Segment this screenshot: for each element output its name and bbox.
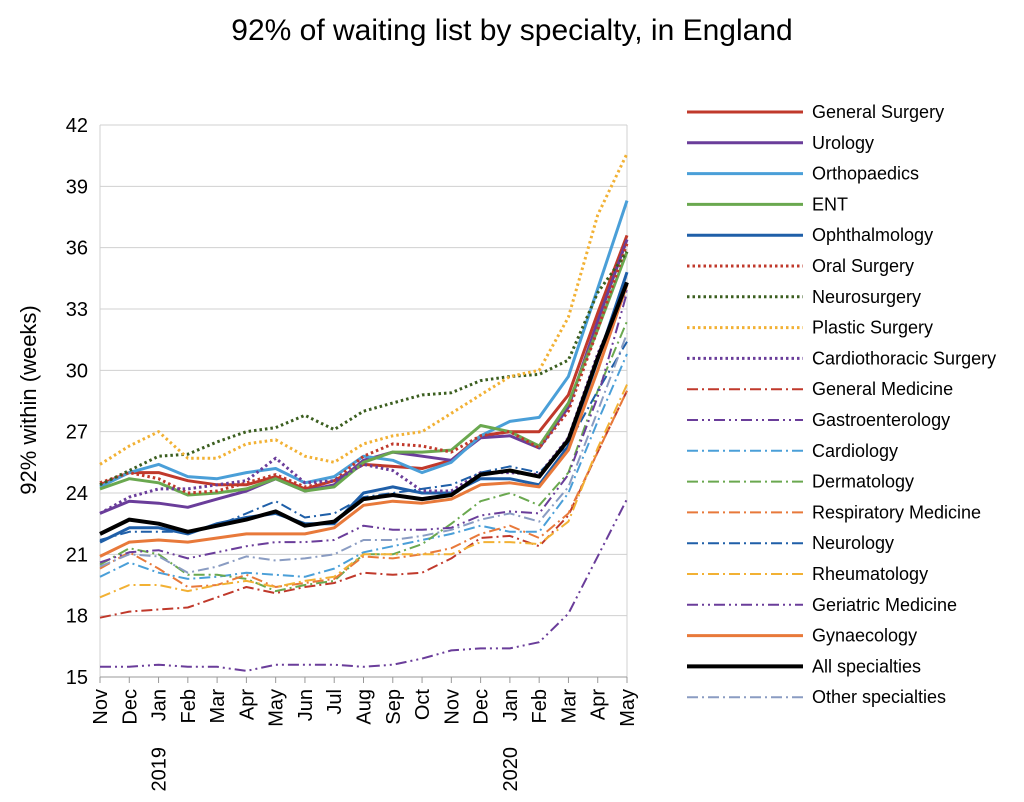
x-tick-label: Oct [412, 689, 434, 721]
series-line-general-medicine [99, 390, 628, 619]
y-tick-label: 30 [66, 360, 88, 382]
series-line-plastic-surgery [99, 152, 629, 466]
legend-label-all-specialties: All specialties [812, 656, 921, 676]
x-tick-label: Feb [529, 689, 551, 723]
y-tick-label: 39 [66, 176, 88, 198]
x-tick-label: Apr [588, 689, 610, 720]
legend-label-ophthalmology: Ophthalmology [812, 225, 933, 245]
x-tick-label: Nov [441, 689, 463, 725]
y-tick-label: 15 [66, 667, 88, 689]
series-line-ent [99, 251, 629, 497]
x-tick-label: Jan [500, 689, 522, 721]
y-tick-label: 33 [66, 299, 88, 321]
y-tick-label: 36 [66, 238, 88, 260]
legend-label-gastroenterology: Gastroenterology [812, 410, 950, 430]
x-tick-label: Jul [324, 689, 346, 715]
legend-label-oral-surgery: Oral Surgery [812, 256, 914, 276]
legend-label-gynaecology: Gynaecology [812, 626, 917, 646]
legend-label-dermatology: Dermatology [812, 472, 914, 492]
x-tick-label: May [266, 689, 288, 727]
legend-label-orthopaedics: Orthopaedics [812, 164, 919, 184]
legend-label-cardiothoracic-surgery: Cardiothoracic Surgery [812, 348, 996, 368]
y-tick-label: 42 [66, 115, 88, 137]
x-tick-label: Nov [90, 689, 112, 725]
legend-label-rheumatology: Rheumatology [812, 564, 928, 584]
legend-label-neurology: Neurology [812, 533, 894, 553]
x-tick-label: Jun [295, 689, 317, 721]
gridlines [99, 124, 628, 678]
series-line-gastroenterology [100, 498, 628, 672]
legend-label-neurosurgery: Neurosurgery [812, 287, 921, 307]
series-line-other-specialties [99, 333, 628, 574]
x-tick-label: May [617, 689, 639, 727]
x-tick-label: Sep [383, 689, 405, 725]
series-line-cardiology [99, 353, 628, 580]
legend: General Surgery Urology Orthopaedics ENT Oph… [687, 102, 996, 707]
series-line-neurosurgery [99, 250, 629, 487]
series-line-geriatric-medicine [99, 292, 628, 564]
x-year-label: 2019 [149, 747, 171, 792]
series-line-general-surgery [99, 234, 629, 491]
series-line-gynaecology [99, 284, 629, 558]
x-tick-label: Dec [471, 689, 493, 725]
y-tick-label: 18 [66, 606, 88, 628]
legend-label-plastic-surgery: Plastic Surgery [812, 318, 933, 338]
y-tick-label: 21 [66, 544, 88, 566]
series-line-respiratory-medicine [99, 390, 628, 588]
y-axis-ticks: 15 18 21 24 27 30 33 36 39 42 [66, 115, 88, 689]
legend-label-geriatric-medicine: Geriatric Medicine [812, 595, 957, 615]
legend-label-other-specialties: Other specialties [812, 687, 946, 707]
x-tick-label: Dec [119, 689, 141, 725]
series-line-orthopaedics [99, 200, 629, 489]
legend-label-general-medicine: General Medicine [812, 379, 953, 399]
legend-label-respiratory-medicine: Respiratory Medicine [812, 502, 981, 522]
x-tick-label: Mar [558, 689, 580, 724]
x-tick-label: Feb [178, 689, 200, 723]
chart-title: 92% of waiting list by specialty, in Eng… [231, 14, 793, 47]
y-tick-label: 27 [66, 422, 88, 444]
series-line-urology [99, 238, 629, 515]
series-line-rheumatology [99, 384, 628, 599]
series-lines [99, 152, 629, 672]
y-tick-label: 24 [66, 483, 88, 505]
x-year-label: 2020 [500, 747, 522, 792]
legend-label-general-surgery: General Surgery [812, 102, 944, 122]
x-axis-ticks: Nov Dec Jan Feb Mar Apr May Jun Jul Aug Sep Oct Nov D… [90, 677, 639, 792]
series-line-all-specialties [99, 281, 629, 536]
x-tick-label: Apr [236, 689, 258, 720]
x-tick-label: Jan [149, 689, 171, 721]
legend-label-urology: Urology [812, 133, 874, 153]
y-axis-title: 92% within (weeks) [16, 305, 41, 495]
legend-label-cardiology: Cardiology [812, 441, 898, 461]
x-tick-label: Mar [207, 689, 229, 724]
legend-label-ent: ENT [812, 194, 848, 214]
x-tick-label: Aug [354, 689, 376, 725]
